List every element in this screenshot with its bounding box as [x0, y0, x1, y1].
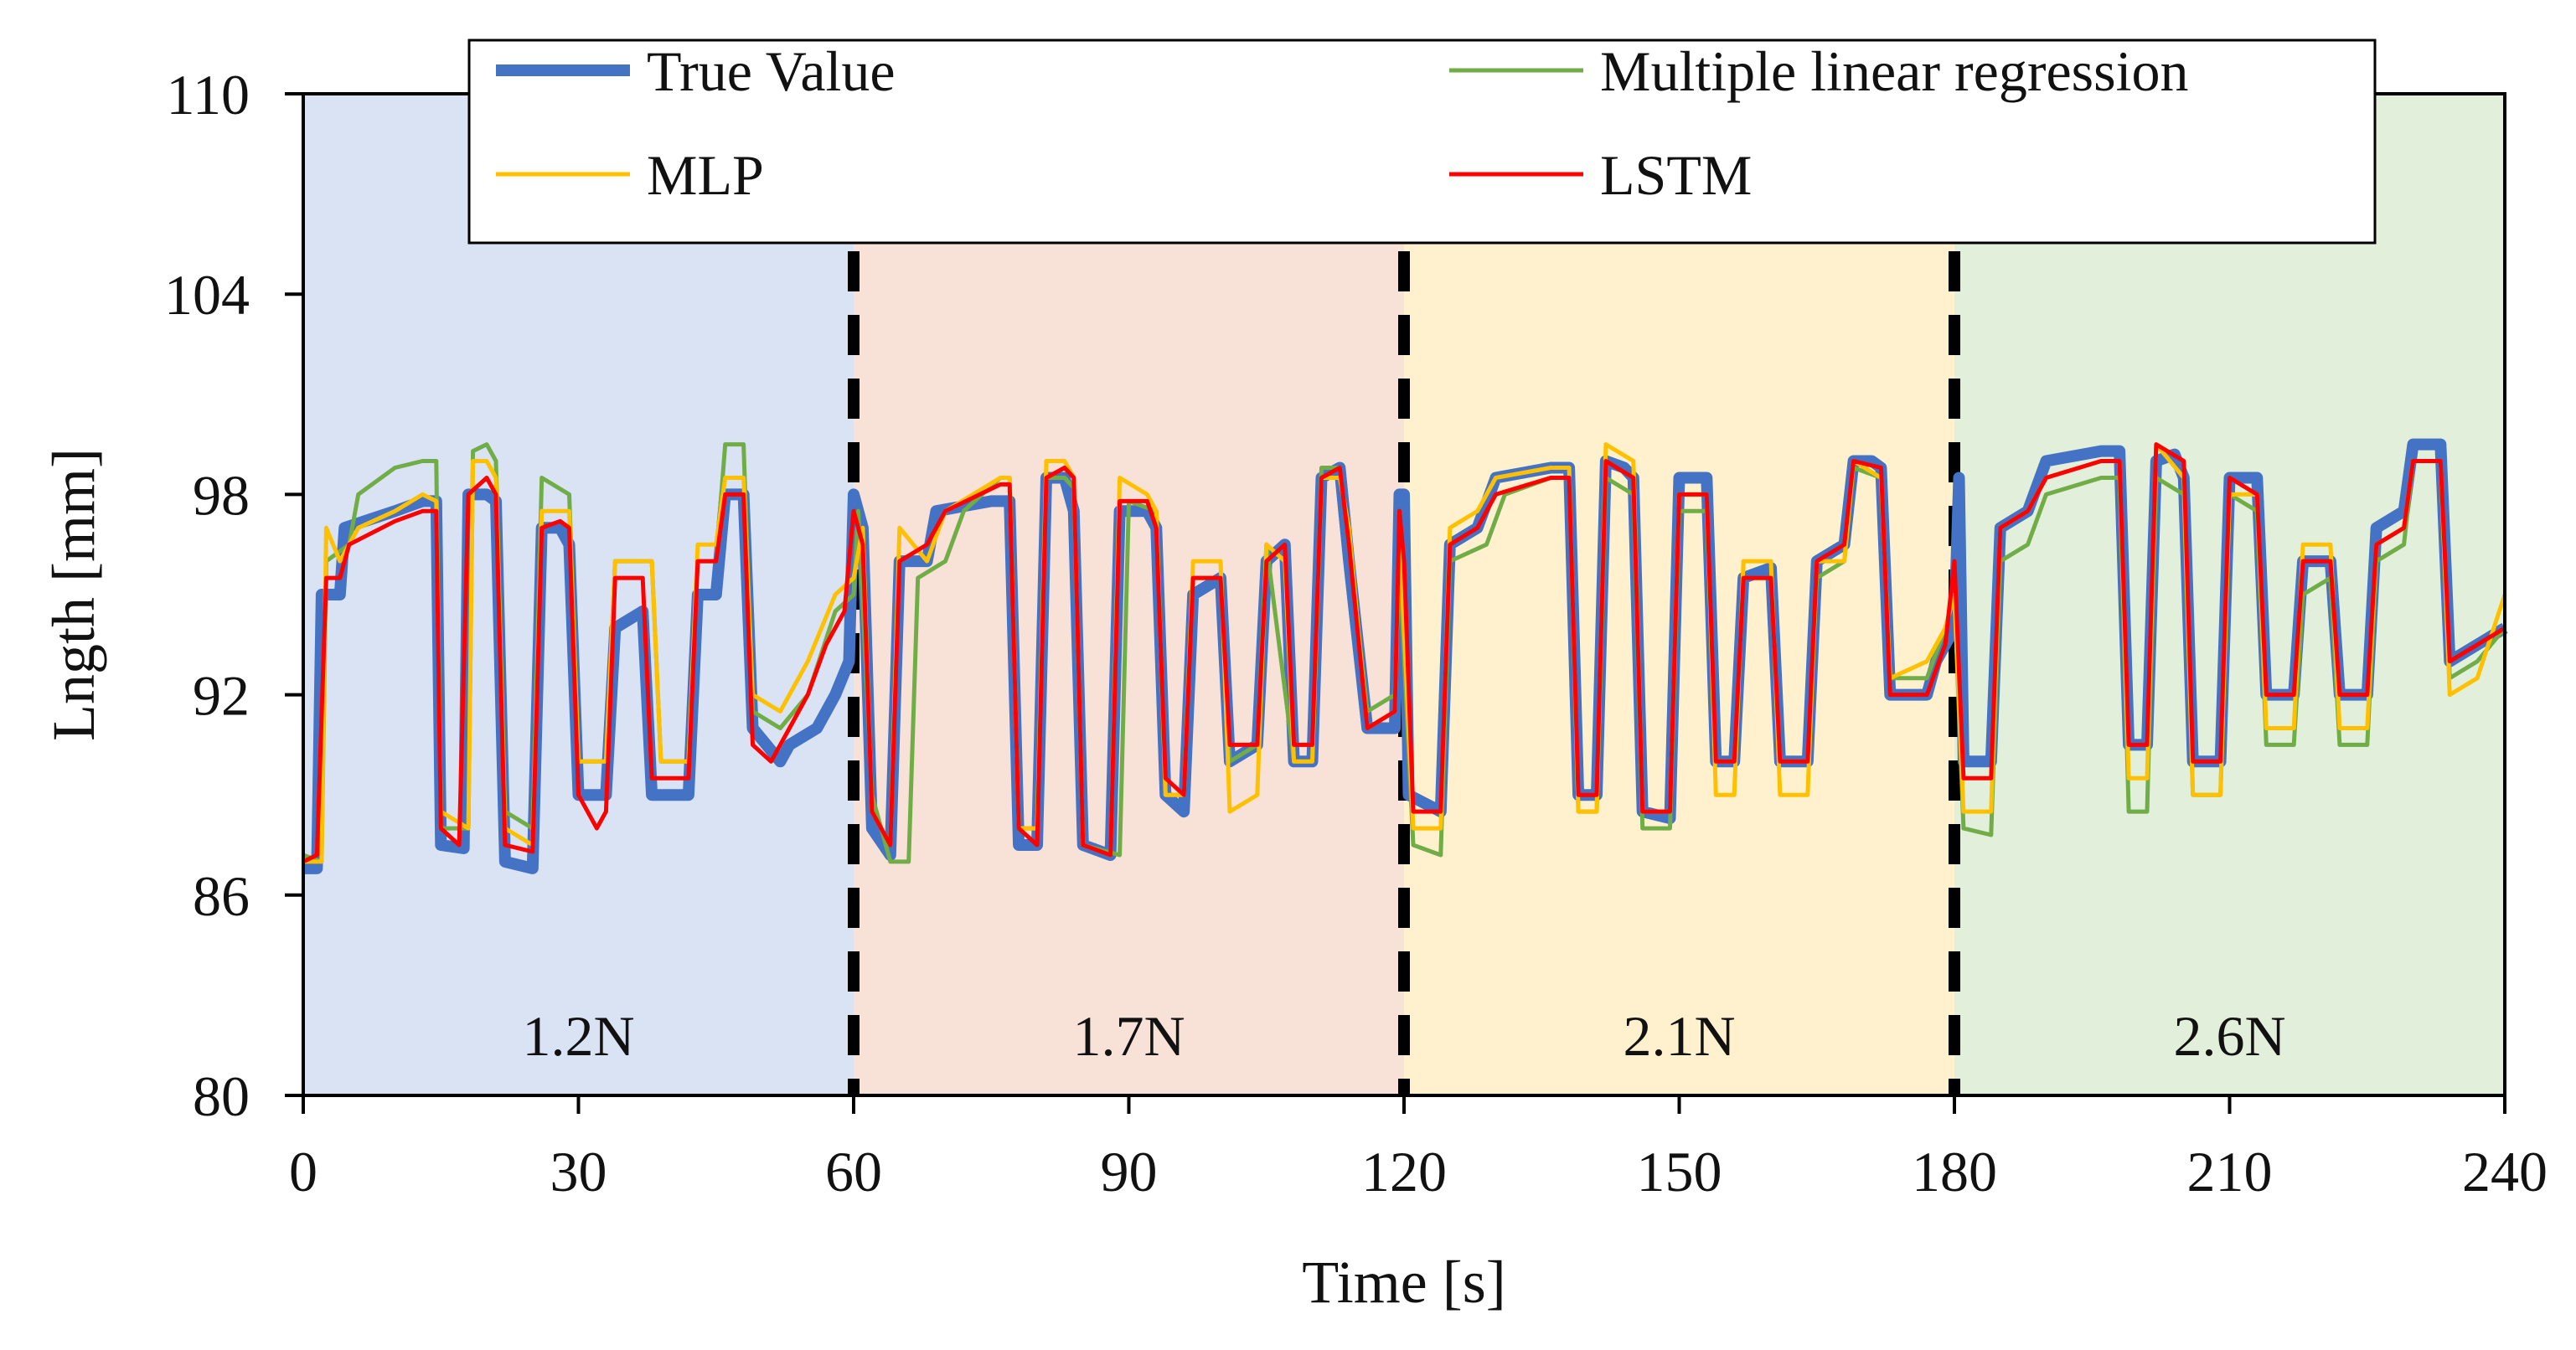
- series-lines: [302, 438, 2508, 874]
- x-tick-label: 0: [289, 1140, 317, 1203]
- legend-box: [467, 39, 2377, 245]
- x-axis-label: Time [s]: [1302, 1249, 1505, 1316]
- legend-label-1: True Value: [647, 39, 896, 103]
- region-label-1: 1.2N: [522, 1004, 634, 1068]
- region-1: [303, 94, 854, 1095]
- legend: True Value Multiple linear regression MLP L…: [467, 39, 2377, 245]
- y-tick-label: 92: [193, 664, 250, 728]
- region-labels: 1.2N 1.7N 2.1N 2.6N: [522, 1004, 2285, 1068]
- region-label-4: 2.6N: [2173, 1004, 2285, 1068]
- x-tick-label: 120: [1361, 1140, 1447, 1203]
- region-label-2: 1.7N: [1072, 1004, 1185, 1068]
- x-tick-label: 180: [1912, 1140, 1997, 1203]
- legend-label-3: MLP: [647, 143, 764, 207]
- y-axis-ticks: 80 86 92 98 104 110: [164, 63, 303, 1128]
- y-tick-label: 104: [164, 263, 250, 327]
- x-tick-label: 150: [1637, 1140, 1722, 1203]
- y-tick-label: 110: [167, 63, 250, 126]
- y-tick-label: 98: [193, 463, 250, 527]
- x-tick-label: 240: [2462, 1140, 2548, 1203]
- x-tick-label: 30: [550, 1140, 607, 1203]
- region-label-3: 2.1N: [1623, 1004, 1735, 1068]
- y-tick-label: 86: [193, 864, 250, 928]
- x-tick-label: 60: [825, 1140, 882, 1203]
- x-tick-label: 210: [2187, 1140, 2273, 1203]
- x-tick-label: 90: [1101, 1140, 1158, 1203]
- x-axis-ticks: 0 30 60 90 120 150 180 210 240: [289, 1095, 2548, 1203]
- y-tick-label: 80: [193, 1064, 250, 1128]
- series-line-lstm: [302, 442, 2506, 864]
- legend-label-4: LSTM: [1600, 143, 1752, 207]
- legend-label-2: Multiple linear regression: [1600, 39, 2188, 103]
- y-axis-label: Lngth [mm]: [40, 448, 107, 741]
